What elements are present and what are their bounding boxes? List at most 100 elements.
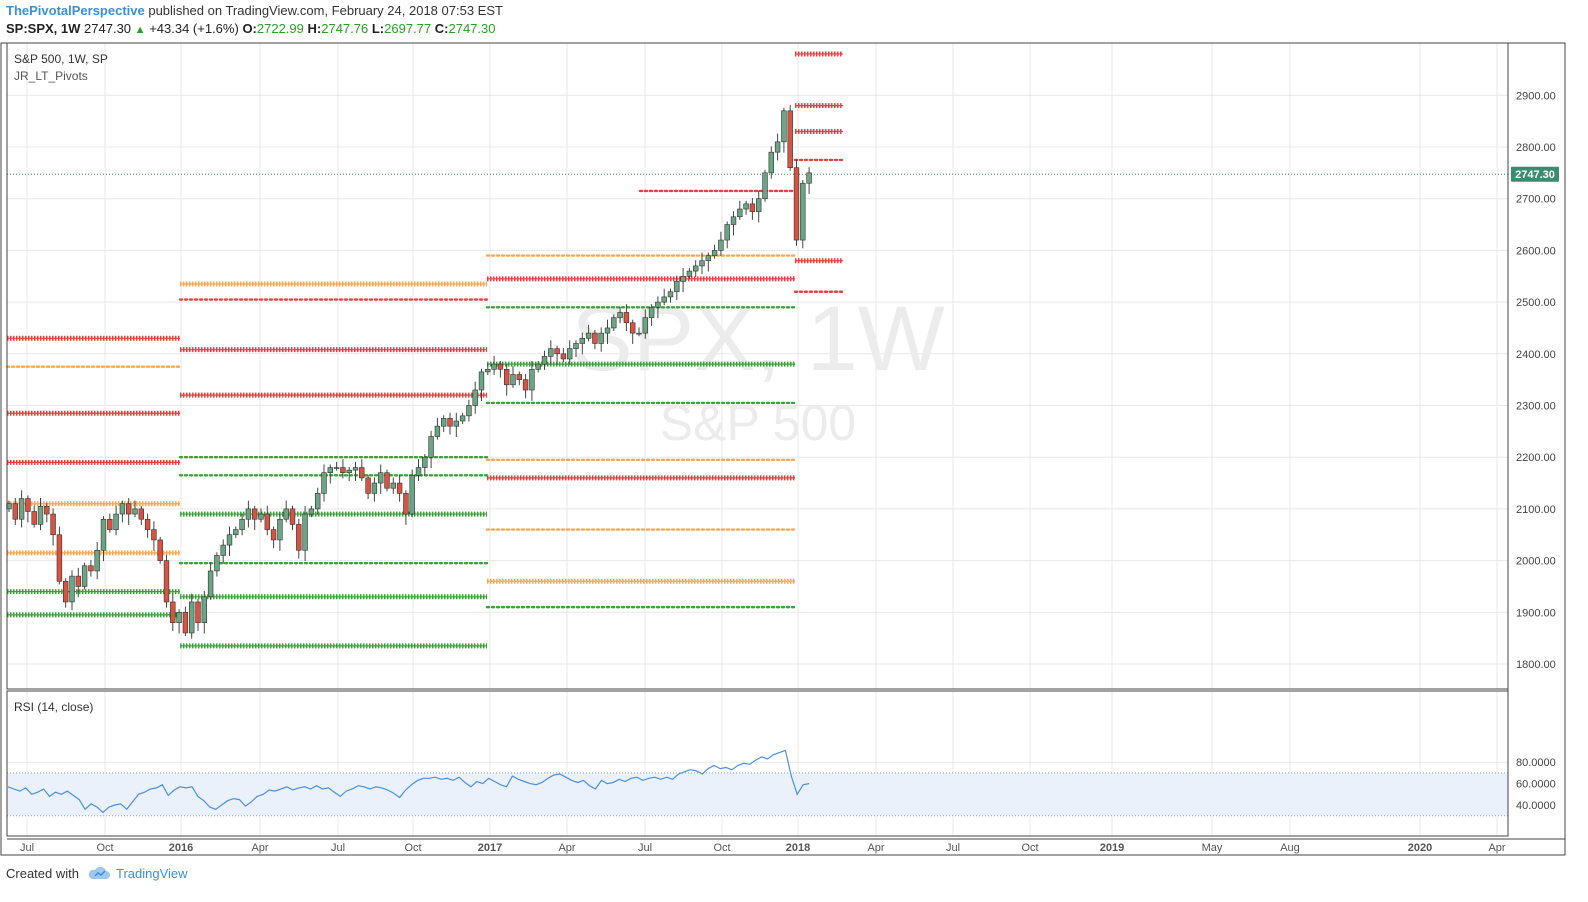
rsi-polyline [7, 749, 810, 814]
candle-body [176, 611, 182, 623]
candle-body [44, 506, 50, 515]
publish-info: ThePivotalPerspective published on Tradi… [6, 3, 503, 18]
published-text: published on TradingView.com, February 2… [144, 3, 503, 18]
candle-body [718, 239, 724, 251]
candle-body [50, 513, 56, 536]
candle-body [365, 477, 371, 494]
x-tick-label: Jul [331, 842, 345, 854]
candle-body [340, 467, 346, 474]
y-tick-label: 1800.00 [1516, 659, 1556, 671]
candle-body [762, 172, 768, 200]
candle-body [510, 374, 516, 386]
high-label: H: [307, 21, 322, 36]
x-tick-label: 2020 [1408, 842, 1432, 854]
candle-body [277, 518, 283, 541]
candle-body [768, 151, 775, 174]
candle-body [258, 513, 264, 520]
candle-body [270, 529, 277, 541]
candles [6, 105, 812, 639]
low-value: 2697.77 [384, 21, 432, 36]
watermark: SPX, 1W S&P 500 [571, 288, 944, 451]
candle-body [485, 369, 491, 373]
candle-body [233, 529, 239, 536]
y-tick-label: 2700.00 [1516, 194, 1556, 206]
x-tick-label: 2018 [786, 842, 810, 854]
author-link[interactable]: ThePivotalPerspective [6, 3, 145, 18]
candle-body [560, 353, 567, 360]
candle-body [138, 508, 144, 520]
pivot-levels [5, 51, 1508, 649]
candle-body [113, 513, 119, 530]
candle-body [529, 369, 535, 391]
y-tick-label: 2600.00 [1516, 245, 1556, 257]
x-tick-label: Apr [867, 842, 884, 854]
candle-body [56, 534, 63, 582]
pane-frames [0, 42, 1566, 856]
y-tick-label: 2300.00 [1516, 401, 1556, 413]
candle-body [692, 265, 699, 272]
candle-body [346, 469, 352, 474]
candle-body [62, 580, 69, 603]
candle-body [781, 110, 787, 143]
candle-body [661, 296, 667, 303]
candle-body [478, 371, 485, 391]
tradingview-cloud-icon [87, 866, 111, 883]
candle-body [327, 467, 333, 474]
candle-body [642, 317, 649, 334]
candle-body [730, 216, 737, 225]
x-tick-label: 2017 [478, 842, 502, 854]
candle-body [516, 374, 523, 380]
candle-body [428, 436, 434, 458]
candle-body [100, 518, 107, 551]
candle-body [800, 182, 806, 241]
candle-body [434, 425, 441, 437]
candle-body [611, 317, 617, 329]
watermark-name: S&P 500 [660, 395, 856, 451]
up-arrow-icon: ▲ [134, 24, 146, 36]
axes: Jul Oct 2016 Apr Jul Oct 2017 Apr Jul Oct 2018 Apr J… [20, 90, 1556, 854]
candle-body [623, 312, 630, 324]
candle-body [711, 250, 718, 256]
candle-body [384, 472, 390, 489]
candle-body [25, 498, 31, 512]
candle-body [94, 549, 100, 572]
candle-body [403, 493, 409, 515]
candle-body [296, 524, 302, 551]
candle-body [806, 172, 812, 184]
candle-body [503, 369, 510, 386]
candle-body [220, 544, 226, 556]
watermark-symbol: SPX, 1W [571, 288, 944, 390]
price-badge-box [1511, 166, 1559, 182]
low-label: L: [371, 21, 385, 36]
candle-body [409, 474, 415, 515]
candle-body [566, 348, 573, 360]
candle-body [453, 420, 459, 427]
candle-body [497, 363, 504, 370]
candle-body [151, 529, 157, 541]
candle-body [390, 482, 396, 489]
candle-body [592, 332, 598, 344]
candle-body [314, 493, 321, 510]
candle-body [239, 518, 245, 530]
indicator-label: JR_LT_Pivots [14, 69, 88, 83]
candle-body [289, 508, 296, 525]
x-tick-label: Oct [96, 842, 113, 854]
candle-body [535, 363, 541, 370]
candle-body [12, 503, 18, 520]
y-tick-label: 2500.00 [1516, 297, 1556, 309]
candle-body [88, 565, 94, 572]
candle-body [308, 508, 315, 515]
created-with-text: Created with [6, 866, 79, 881]
candle-body [126, 503, 132, 515]
candle-body [743, 203, 749, 210]
x-tick-label: May [1202, 842, 1223, 854]
outer-border [0, 42, 1566, 856]
close-label: C: [434, 21, 449, 36]
candle-body [81, 565, 88, 587]
rsi-tick-label: 80.0000 [1516, 757, 1556, 769]
candle-body [793, 167, 800, 241]
candle-body [579, 337, 586, 344]
candle-body [377, 472, 384, 484]
tradingview-link[interactable]: TradingView [116, 866, 188, 881]
